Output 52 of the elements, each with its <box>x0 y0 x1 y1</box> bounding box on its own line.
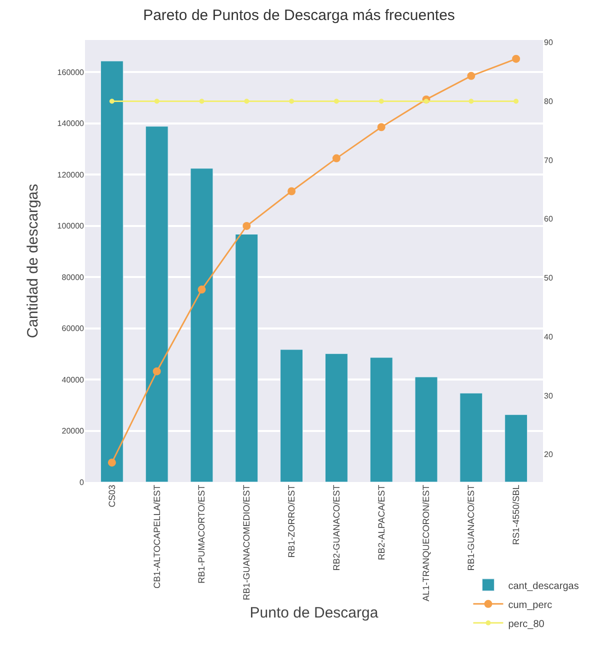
x-tick-label: RB1-GUANACOMEDIO/EST <box>242 484 252 600</box>
x-tick-label: RB1-PUMACORTO/EST <box>196 484 207 584</box>
x-tick-label: CS03 <box>106 484 117 508</box>
y-tick-label: 100000 <box>57 222 85 231</box>
point <box>424 98 429 104</box>
y2-tick-label: 40 <box>544 332 554 342</box>
point <box>289 98 294 104</box>
y-tick-label: 40000 <box>62 375 85 384</box>
x-tick-label: CB1-ALTOCAPELLA/EST <box>152 484 162 589</box>
y2-tick-label: 80 <box>544 97 554 106</box>
y2-tick-label: 50 <box>544 274 554 283</box>
point <box>154 98 160 104</box>
point <box>288 187 296 196</box>
legend-label: cant_descargas <box>508 580 579 592</box>
point <box>468 98 474 104</box>
point <box>467 72 476 80</box>
y-tick-label: 80000 <box>62 272 85 282</box>
y2-tick-label: 20 <box>544 450 554 460</box>
point <box>242 222 251 230</box>
y2-tick-label: 60 <box>544 214 554 224</box>
point <box>334 98 339 104</box>
point <box>512 54 520 63</box>
point <box>109 98 114 104</box>
legend-label: perc_80 <box>508 618 545 630</box>
chart-title: Pareto de Puntos de Descarga más frecuentes <box>143 7 455 24</box>
x-tick-label: RS1-4550/SBL <box>510 484 521 545</box>
x-tick-label: RB2-GUANACO/EST <box>331 484 342 571</box>
y-axis-title: Cantidad de descargas <box>24 184 42 338</box>
y-tick-label: 120000 <box>57 170 85 180</box>
y-tick-label: 20000 <box>62 426 85 436</box>
point <box>152 367 161 376</box>
x-axis-title: Punto de Descarga <box>250 604 379 622</box>
y-tick-label: 160000 <box>57 68 85 77</box>
point <box>332 154 340 162</box>
point <box>108 458 116 467</box>
y2-tick-label: 90 <box>544 38 554 48</box>
point <box>199 98 204 104</box>
point <box>377 123 386 132</box>
x-tick-label: RB2-ALPACA/EST <box>376 484 386 560</box>
point <box>198 286 206 294</box>
x-tick-label: RB1-GUANACO/EST <box>466 484 476 571</box>
y2-tick-label: 30 <box>544 391 554 400</box>
y-tick-label: 60000 <box>62 324 85 334</box>
point <box>244 98 250 104</box>
y-tick-label: 140000 <box>57 119 85 128</box>
x-tick-label: AL1-TRANQUECORON/EST <box>421 484 432 602</box>
y2-tick-label: 70 <box>544 156 554 165</box>
legend-label: cum_perc <box>508 600 552 611</box>
point <box>514 98 519 104</box>
x-tick-label: RB1-ZORRO/EST <box>286 484 296 558</box>
y-tick-label: 0 <box>80 478 85 487</box>
point <box>378 98 384 104</box>
